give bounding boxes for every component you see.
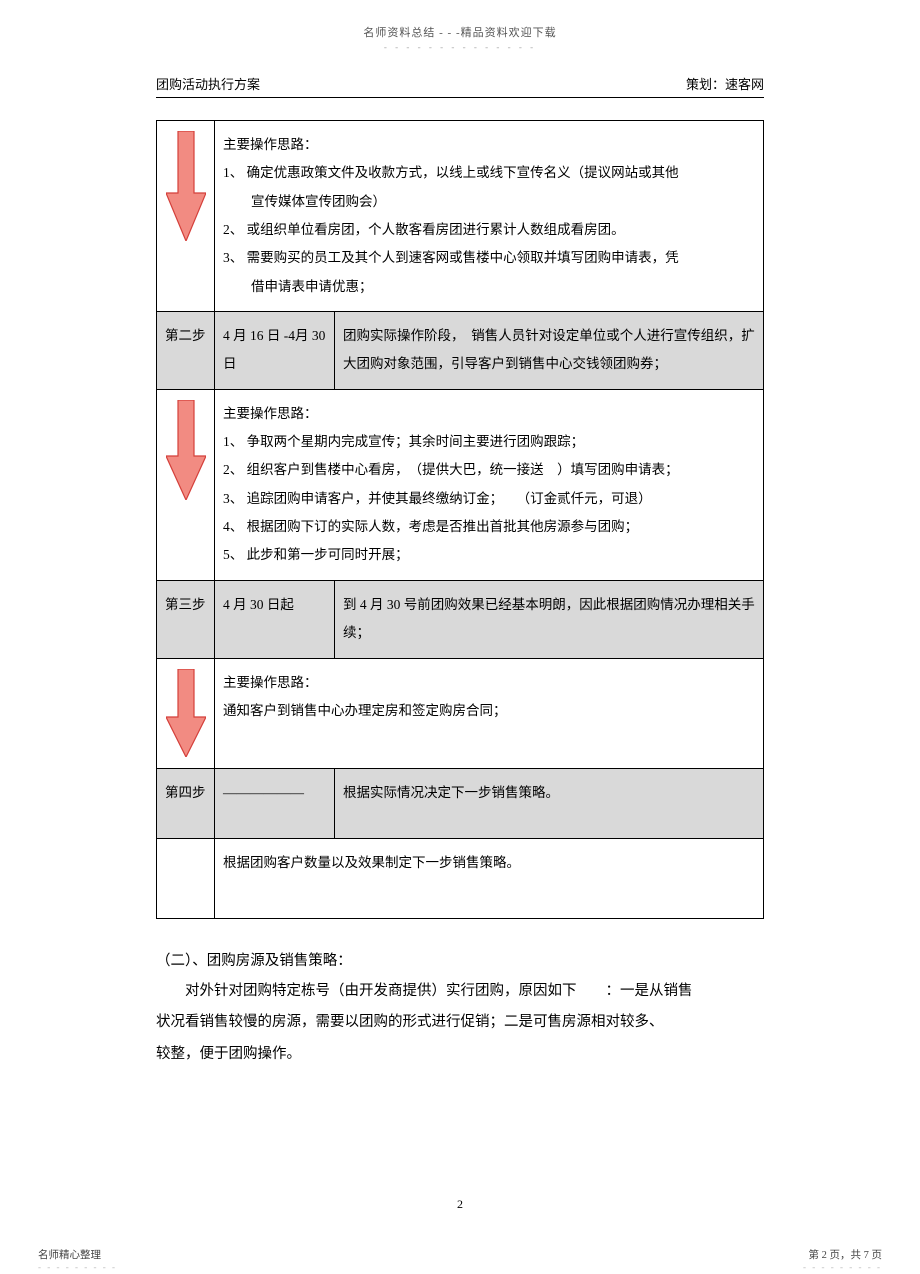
footer-left: 名师精心整理 (38, 1247, 101, 1262)
arrow-cell-2 (157, 389, 215, 580)
footer-right: 第 2 页，共 7 页 (809, 1247, 883, 1262)
body-line: 较整，便于团购操作。 (156, 1039, 764, 1071)
plan-table: 主要操作思路： 1、 确定优惠政策文件及收款方式，以线上或线下宣传名义（提议网站… (156, 120, 764, 919)
top-dots: - - - - - - - - - - - - - - (0, 42, 920, 52)
step4-thoughts: 根据团购客户数量以及效果制定下一步销售策略。 (215, 838, 764, 918)
item: 2、 或组织单位看房团，个人散客看房团进行累计人数组成看房团。 (223, 216, 755, 244)
arrow-cell-1 (157, 121, 215, 312)
step2-thoughts: 主要操作思路： 1、 争取两个星期内完成宣传；其余时间主要进行团购跟踪； 2、 … (215, 389, 764, 580)
body-line: 状况看销售较慢的房源，需要以团购的形式进行促销；二是可售房源相对较多、 (156, 1007, 764, 1039)
item: 3、 需要购买的员工及其个人到速客网或售楼中心领取并填写团购申请表，凭 (223, 244, 755, 272)
arrow-down-icon (166, 131, 206, 241)
step3-date: 4 月 30 日起 (215, 580, 335, 658)
item: 1、 确定优惠政策文件及收款方式，以线上或线下宣传名义（提议网站或其他 (223, 159, 755, 187)
body-line: 对外针对团购特定栋号（由开发商提供）实行团购，原因如下 ：一是从销售 (156, 976, 764, 1008)
step4-empty (157, 838, 215, 918)
step4-desc: 根据实际情况决定下一步销售策略。 (335, 768, 764, 838)
main-content: 主要操作思路： 1、 确定优惠政策文件及收款方式，以线上或线下宣传名义（提议网站… (156, 120, 764, 1071)
label: 主要操作思路： (223, 131, 755, 159)
step2-date: 4 月 16 日 -4月 30 日 (215, 312, 335, 390)
section-2-title: （二）、团购房源及销售策略： (156, 947, 764, 976)
item: 5、 此步和第一步可同时开展； (223, 541, 755, 569)
item: 4、 根据团购下订的实际人数，考虑是否推出首批其他房源参与团购； (223, 513, 755, 541)
header-right: 策划：速客网 (686, 74, 764, 93)
step3-label: 第三步 (157, 580, 215, 658)
label: 主要操作思路： (223, 669, 755, 697)
footer-dots-right: - - - - - - - - - (803, 1262, 882, 1272)
step1-thoughts: 主要操作思路： 1、 确定优惠政策文件及收款方式，以线上或线下宣传名义（提议网站… (215, 121, 764, 312)
step3-desc: 到 4 月 30 号前团购效果已经基本明朗，因此根据团购情况办理相关手续； (335, 580, 764, 658)
item: 宣传媒体宣传团购会） (223, 188, 755, 216)
arrow-cell-3 (157, 658, 215, 768)
top-banner: 名师资料总结 - - -精品资料欢迎下载 (0, 0, 920, 40)
header-left: 团购活动执行方案 (156, 74, 260, 93)
arrow-down-icon (166, 669, 206, 757)
arrow-down-icon (166, 400, 206, 500)
step2-desc: 团购实际操作阶段， 销售人员针对设定单位或个人进行宣传组织，扩大团购对象范围，引… (335, 312, 764, 390)
page-number: 2 (0, 1197, 920, 1212)
item: 借申请表申请优惠； (223, 273, 755, 301)
item: 1、 争取两个星期内完成宣传；其余时间主要进行团购跟踪； (223, 428, 755, 456)
footer-dots-left: - - - - - - - - - (38, 1262, 117, 1272)
step3-thoughts: 主要操作思路： 通知客户到销售中心办理定房和签定购房合同； (215, 658, 764, 768)
page-header: 团购活动执行方案 策划：速客网 (156, 74, 764, 98)
label: 主要操作思路： (223, 400, 755, 428)
step4-date: —————— (215, 768, 335, 838)
item: 3、 追踪团购申请客户，并使其最终缴纳订金； （订金贰仟元，可退） (223, 485, 755, 513)
item: 通知客户到销售中心办理定房和签定购房合同； (223, 697, 755, 725)
step4-label: 第四步 (157, 768, 215, 838)
item: 2、 组织客户到售楼中心看房， （提供大巴，统一接送 ）填写团购申请表； (223, 456, 755, 484)
step2-label: 第二步 (157, 312, 215, 390)
